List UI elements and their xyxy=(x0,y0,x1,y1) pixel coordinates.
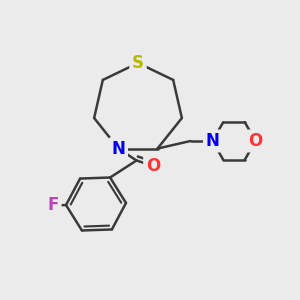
Text: N: N xyxy=(206,132,219,150)
Text: N: N xyxy=(112,140,125,158)
Text: F: F xyxy=(48,196,59,214)
Text: O: O xyxy=(146,157,160,175)
Text: O: O xyxy=(146,157,160,175)
Text: S: S xyxy=(132,54,144,72)
Text: N: N xyxy=(112,140,125,158)
Text: S: S xyxy=(132,54,144,72)
Text: O: O xyxy=(248,132,263,150)
